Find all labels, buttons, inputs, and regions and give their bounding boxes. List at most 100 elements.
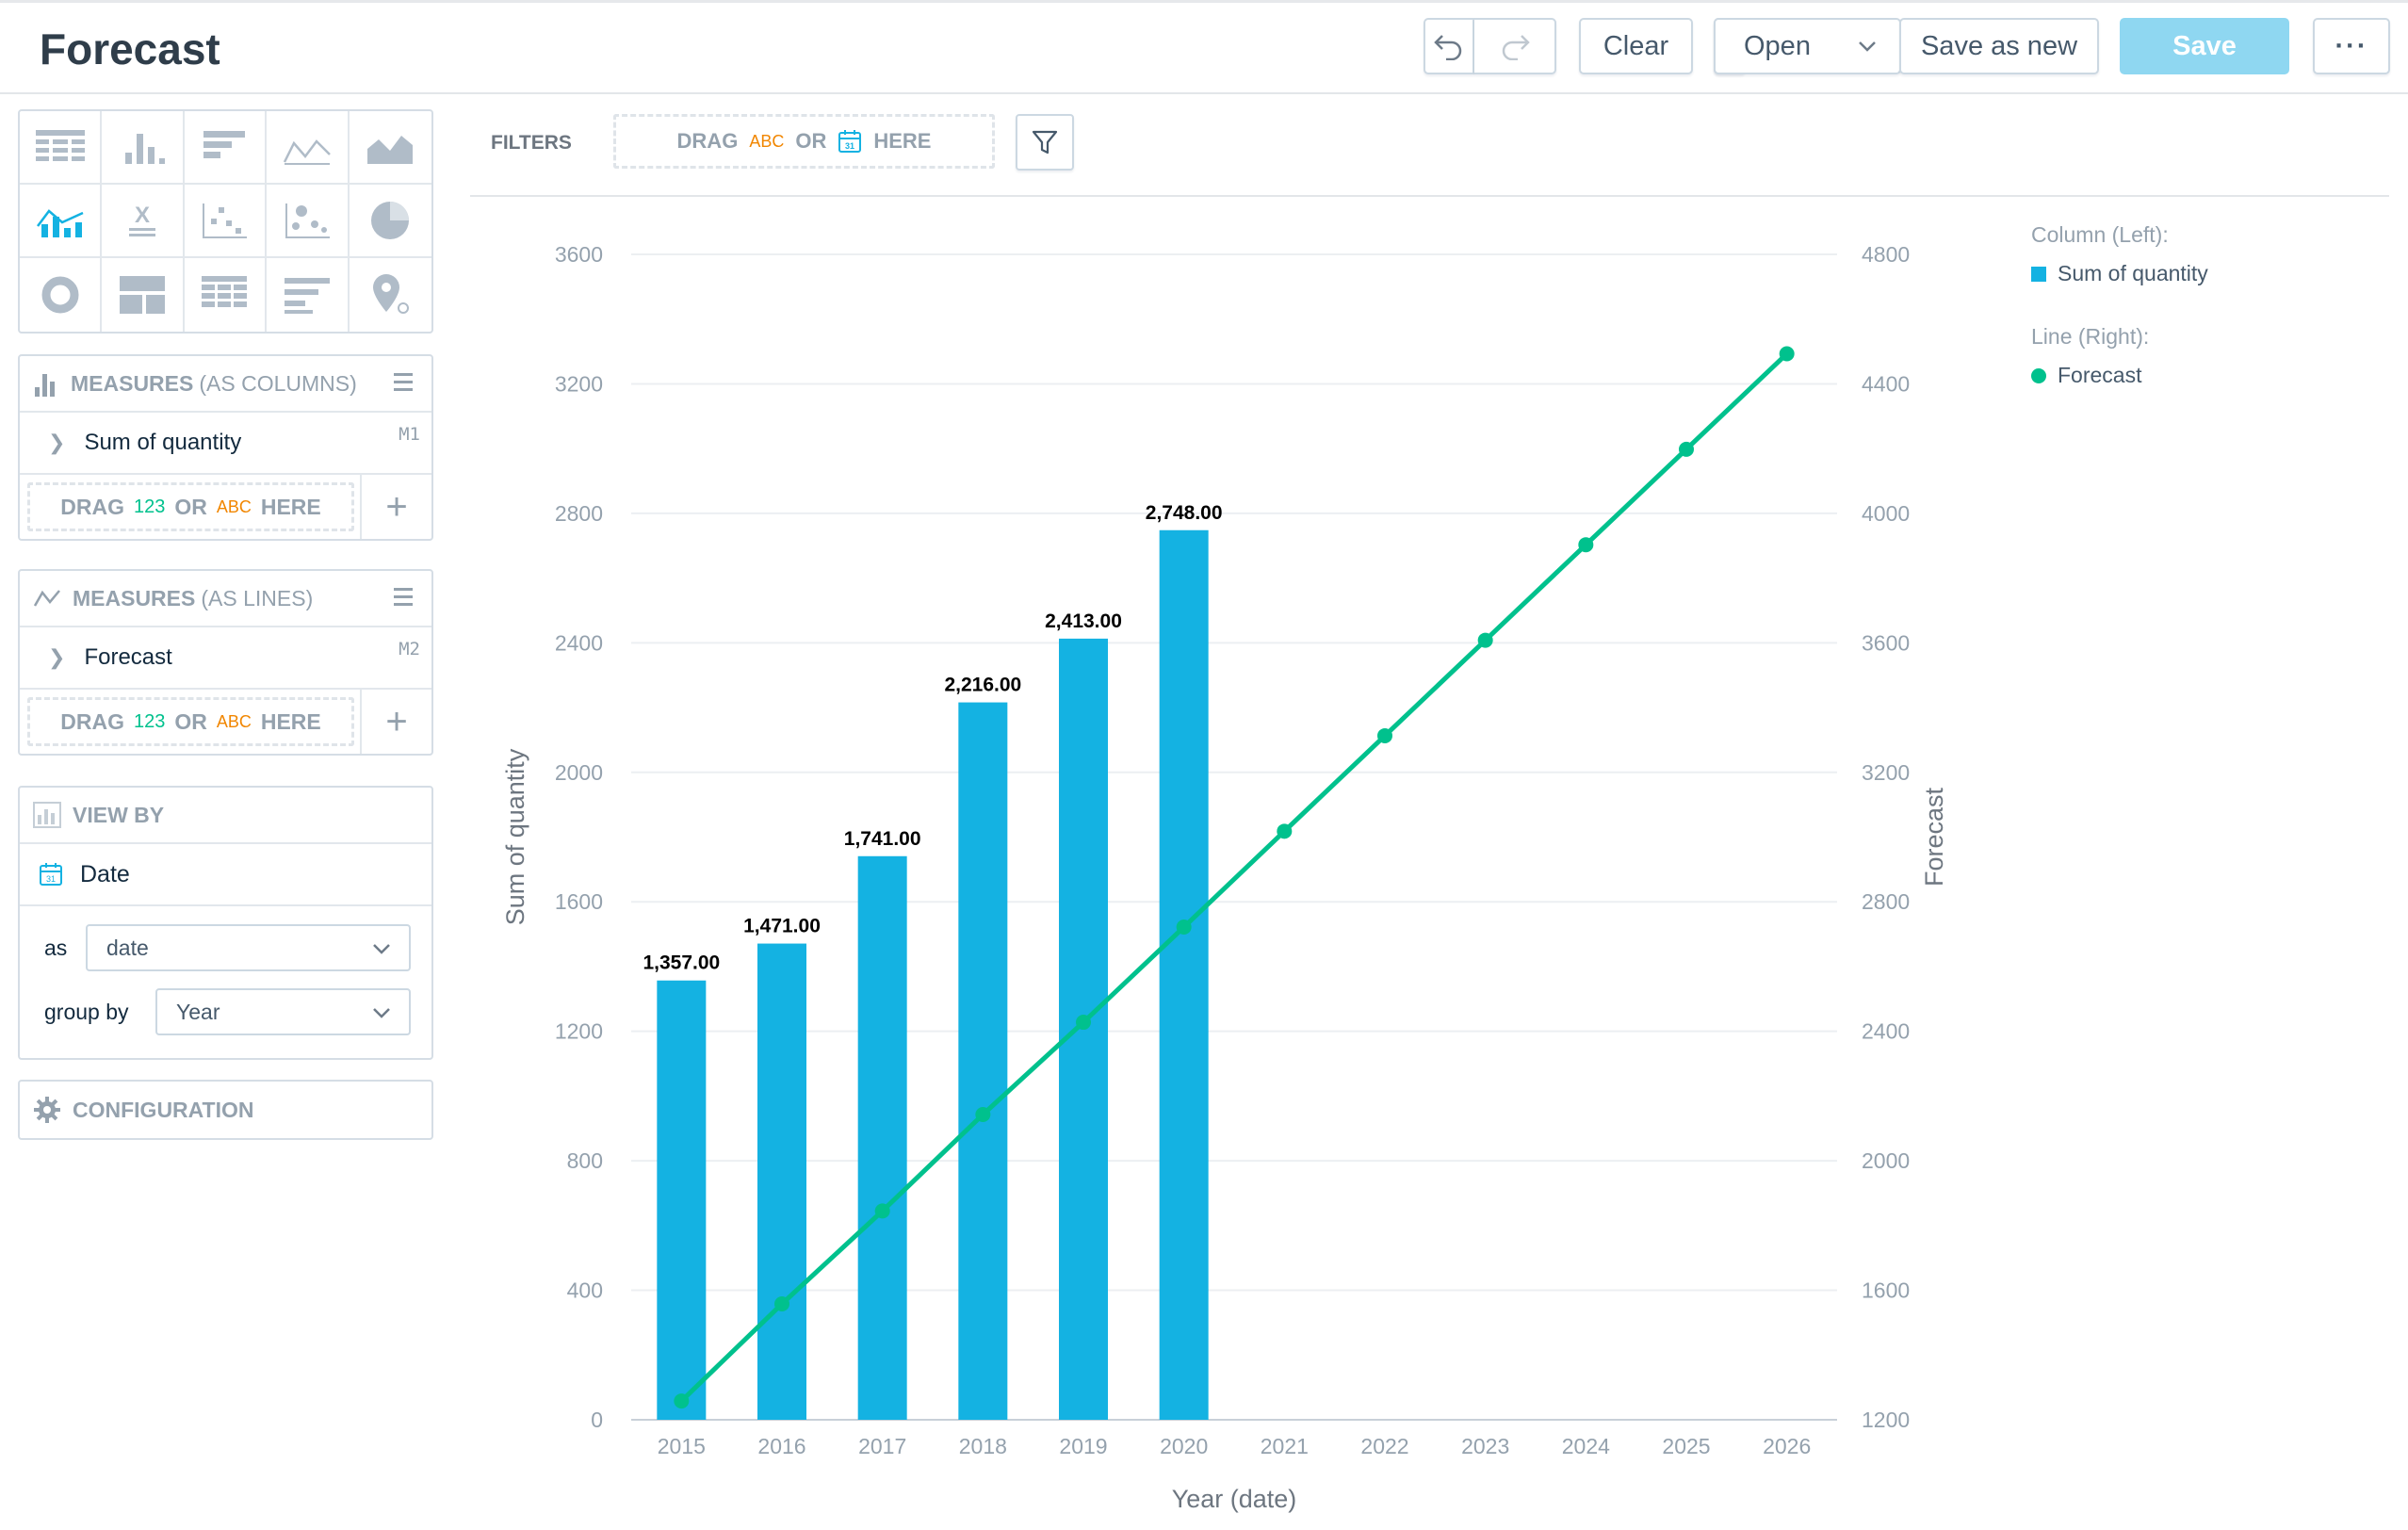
left-axis-tick-label: 3200 [555, 371, 603, 396]
chevron-right-icon[interactable]: ❯ [48, 645, 66, 669]
redo-icon [1502, 35, 1530, 60]
heatmap-icon [202, 276, 248, 307]
forecast-point [1679, 441, 1694, 457]
bar-sum-of-quantity [857, 855, 907, 1420]
headline-icon: X [129, 203, 156, 236]
viz-bullet-button[interactable] [267, 258, 350, 332]
forecast-point [774, 1295, 789, 1311]
measure-label: Sum of quantity [84, 430, 242, 455]
forecast-point [1277, 823, 1293, 839]
chevron-right-icon[interactable]: ❯ [48, 431, 66, 454]
drop-zone-here: HERE [260, 708, 321, 734]
legend-square-icon [2031, 266, 2046, 282]
calendar-day: 31 [845, 141, 854, 151]
right-axis-title: Forecast [1920, 787, 1948, 887]
open-button[interactable]: Open [1714, 18, 1901, 74]
treemap-icon [120, 276, 166, 314]
x-axis-tick-label: 2022 [1360, 1434, 1408, 1458]
x-axis-tick-label: 2015 [658, 1434, 706, 1458]
filter-drop-zone[interactable]: DRAG ABC OR 31 HERE [613, 114, 995, 169]
viz-pie-button[interactable] [349, 185, 431, 258]
drop-zone-here: HERE [260, 494, 321, 519]
granularity-value: Year [176, 999, 220, 1024]
x-axis-title: Year (date) [1172, 1485, 1297, 1513]
legend-item-sum-of-quantity[interactable]: Sum of quantity [2031, 261, 2208, 286]
legend-column-group: Column (Left): [2031, 222, 2169, 247]
viz-geo-button[interactable] [350, 258, 431, 332]
line-chart-icon [283, 139, 331, 165]
measure-label: Forecast [84, 644, 172, 670]
viz-bubble-button[interactable] [267, 185, 350, 258]
viz-line-button[interactable] [267, 111, 350, 185]
viz-headline-button[interactable]: X [102, 185, 185, 258]
undo-button[interactable] [1424, 18, 1474, 74]
drop-zone-number-hint: 123 [133, 710, 166, 732]
date-dataset-row: as date [20, 916, 431, 980]
viz-combo-button[interactable] [20, 185, 103, 258]
configuration-bucket[interactable]: CONFIGURATION [18, 1080, 433, 1140]
measures-columns-header: MEASURES (AS COLUMNS) [20, 356, 431, 413]
legend-item-forecast[interactable]: Forecast [2031, 363, 2208, 388]
table-icon [35, 130, 85, 161]
viz-scatter-button[interactable] [184, 185, 268, 258]
save-button[interactable]: Save [2120, 18, 2289, 74]
viz-heatmap-button[interactable] [185, 258, 268, 332]
configuration-header[interactable]: CONFIGURATION [20, 1082, 431, 1138]
add-measure-button[interactable]: + [360, 475, 431, 539]
drop-zone-abc-hint: ABC [216, 711, 252, 731]
date-dataset-value: date [106, 935, 149, 960]
view-by-title: VIEW BY [73, 802, 165, 827]
measure-tag: M2 [399, 639, 420, 659]
group-by-label: group by [44, 999, 129, 1024]
filter-drop-drag: DRAG [676, 129, 739, 153]
bucket-menu-icon[interactable] [394, 588, 413, 610]
drop-zone-or: OR [174, 708, 207, 734]
x-axis-tick-label: 2026 [1763, 1434, 1811, 1458]
date-dataset-select[interactable]: date [86, 924, 411, 971]
more-options-button[interactable]: ··· [2313, 18, 2390, 74]
redo-button[interactable] [1474, 18, 1556, 74]
left-axis-tick-label: 1600 [555, 889, 603, 914]
page-title: Forecast [40, 24, 220, 73]
clear-button[interactable]: Clear [1579, 18, 1693, 74]
filters-label: FILTERS [491, 132, 572, 154]
measure-item[interactable]: ❯ Forecast M2 [20, 627, 431, 690]
x-axis-tick-label: 2021 [1261, 1434, 1309, 1458]
left-axis-tick-label: 800 [567, 1148, 603, 1173]
view-by-item[interactable]: 31 Date [20, 844, 431, 906]
measure-value-filter-button[interactable] [1016, 114, 1074, 171]
x-axis-tick-label: 2016 [757, 1434, 805, 1458]
right-axis-tick-label: 2800 [1862, 889, 1910, 914]
left-axis-tick-label: 3600 [555, 242, 603, 267]
save-as-new-button[interactable]: Save as new [1899, 18, 2099, 74]
viz-bar-button[interactable] [184, 111, 268, 185]
left-axis-tick-label: 400 [567, 1278, 603, 1303]
viz-column-button[interactable] [102, 111, 185, 185]
header-bar: Forecast Clear Open Save as new Save ··· [0, 0, 2408, 94]
bar-data-label: 2,413.00 [1045, 610, 1122, 632]
viz-treemap-button[interactable] [102, 258, 185, 332]
right-axis-tick-label: 3600 [1862, 630, 1910, 655]
left-axis-tick-label: 0 [591, 1408, 603, 1432]
viz-table-button[interactable] [20, 111, 103, 185]
right-axis-tick-label: 4000 [1862, 501, 1910, 526]
measure-drop-zone[interactable]: DRAG 123 OR ABC HERE [27, 697, 354, 746]
x-axis-tick-label: 2019 [1059, 1434, 1107, 1458]
measure-drop-zone[interactable]: DRAG 123 OR ABC HERE [27, 482, 354, 531]
view-by-icon [33, 802, 61, 828]
left-axis-tick-label: 2400 [555, 630, 603, 655]
bucket-menu-icon[interactable] [394, 373, 413, 396]
measure-item[interactable]: ❯ Sum of quantity M1 [20, 413, 431, 475]
viz-area-button[interactable] [349, 111, 431, 185]
forecast-line [679, 351, 1789, 1403]
viz-donut-button[interactable] [20, 258, 103, 332]
bar-sum-of-quantity [657, 980, 707, 1420]
forecast-point [1578, 537, 1594, 553]
add-measure-button[interactable]: + [360, 690, 431, 754]
bar-data-label: 1,357.00 [643, 952, 720, 974]
configuration-title: CONFIGURATION [73, 1097, 254, 1122]
bubble-chart-icon [285, 203, 330, 238]
funnel-icon [1032, 130, 1058, 155]
measure-tag: M1 [399, 424, 420, 445]
granularity-select[interactable]: Year [155, 988, 411, 1035]
